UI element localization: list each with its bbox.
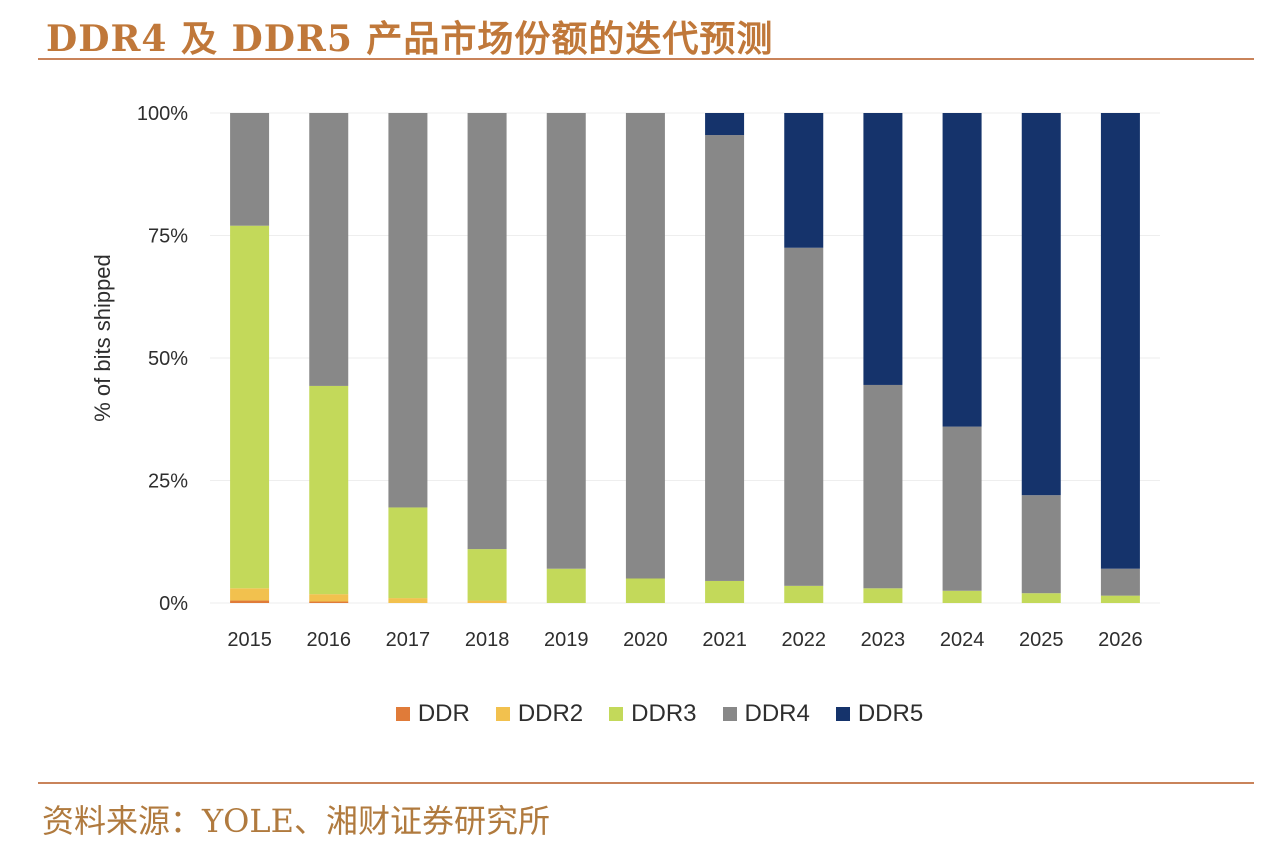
bar-segment-ddr4-2015 bbox=[230, 113, 270, 226]
bar-segment-ddr3-2020 bbox=[625, 578, 665, 603]
legend-label: DDR2 bbox=[517, 700, 584, 727]
legend-swatch bbox=[495, 707, 510, 721]
x-tick-label: 2018 bbox=[465, 629, 510, 651]
x-tick-label: 2015 bbox=[227, 629, 272, 651]
bar-segment-ddr4-2022 bbox=[784, 247, 824, 586]
footer-divider bbox=[38, 782, 1254, 784]
title-divider bbox=[38, 58, 1254, 60]
bar-segment-ddr5-2025 bbox=[1021, 113, 1061, 496]
legend-label: DDR4 bbox=[744, 700, 810, 727]
bar-segment-ddr3-2019 bbox=[546, 568, 586, 603]
bar-segment-ddr3-2024 bbox=[942, 590, 982, 603]
chart-title: DDR4 及 DDR5 产品市场份额的迭代预测 bbox=[46, 18, 774, 60]
x-tick-label: 2021 bbox=[702, 629, 747, 651]
bar-segment-ddr4-2019 bbox=[546, 113, 586, 569]
bar-segment-ddr5-2023 bbox=[863, 113, 903, 385]
bar-segment-ddr3-2015 bbox=[230, 225, 270, 589]
x-tick-label: 2023 bbox=[861, 629, 906, 651]
bar-segment-ddr4-2021 bbox=[705, 135, 745, 581]
legend-item-ddr3: DDR3 bbox=[609, 700, 697, 728]
bar-segment-ddr4-2023 bbox=[863, 384, 903, 589]
x-tick-label: 2020 bbox=[623, 629, 668, 651]
bar-segment-ddr4-2026 bbox=[1100, 568, 1140, 596]
legend-item-ddr2: DDR2 bbox=[495, 700, 584, 728]
y-tick-label: 100% bbox=[137, 103, 188, 125]
x-tick-label: 2022 bbox=[782, 629, 827, 651]
x-tick-label: 2025 bbox=[1019, 629, 1064, 651]
legend-label: DDR bbox=[417, 700, 470, 727]
bar-segment-ddr3-2026 bbox=[1100, 595, 1140, 603]
legend-swatch bbox=[722, 707, 737, 721]
legend-label: DDR5 bbox=[857, 700, 924, 727]
bar-segment-ddr3-2016 bbox=[309, 385, 349, 595]
x-tick-label: 2019 bbox=[544, 629, 589, 651]
x-tick-label: 2024 bbox=[940, 629, 985, 651]
bar-segment-ddr4-2018 bbox=[467, 113, 507, 550]
x-tick-label: 2016 bbox=[307, 629, 352, 651]
y-tick-label: 25% bbox=[148, 471, 188, 493]
bar-segment-ddr3-2018 bbox=[467, 549, 507, 601]
y-tick-label: 75% bbox=[148, 226, 188, 248]
bar-segment-ddr3-2025 bbox=[1021, 593, 1061, 603]
y-tick-label: 0% bbox=[159, 593, 188, 615]
legend-swatch bbox=[835, 707, 850, 721]
legend-swatch bbox=[609, 707, 624, 721]
bar-segment-ddr5-2021 bbox=[705, 113, 745, 136]
bar-segment-ddr3-2023 bbox=[863, 588, 903, 603]
source-note: 资料来源：YOLE、湘财证券研究所 bbox=[42, 802, 550, 840]
bar-segment-ddr5-2022 bbox=[784, 113, 824, 248]
stacked-bar-chart: 0% 25% 50% 75% 100% % of bits shipped 2015 2016… bbox=[90, 103, 1160, 651]
bar-segment-ddr4-2024 bbox=[942, 426, 982, 591]
chart-legend: DDR DDR2 DDR3 DDR4 DDR5 bbox=[0, 700, 1269, 728]
bar-segment-ddr-2015 bbox=[230, 600, 270, 603]
legend-swatch bbox=[395, 707, 410, 721]
legend-item-ddr5: DDR5 bbox=[835, 700, 924, 728]
legend-label: DDR3 bbox=[631, 700, 697, 727]
y-tick-label: 50% bbox=[148, 348, 188, 370]
bar-segment-ddr2-2015 bbox=[230, 588, 270, 601]
bar-segment-ddr2-2017 bbox=[388, 598, 428, 603]
bar-segment-ddr4-2017 bbox=[388, 113, 428, 508]
bar-segment-ddr5-2026 bbox=[1100, 113, 1140, 569]
bar-segment-ddr-2016 bbox=[309, 601, 349, 603]
bar-segment-ddr3-2017 bbox=[388, 507, 428, 599]
legend-item-ddr: DDR bbox=[395, 700, 470, 728]
x-tick-label: 2017 bbox=[386, 629, 431, 651]
bar-segment-ddr2-2016 bbox=[309, 594, 349, 602]
bar-segment-ddr2-2018 bbox=[467, 600, 507, 603]
bar-segment-ddr4-2016 bbox=[309, 113, 349, 386]
bar-segment-ddr4-2025 bbox=[1021, 495, 1061, 594]
bar-segment-ddr3-2022 bbox=[784, 585, 824, 603]
x-tick-label: 2026 bbox=[1098, 629, 1143, 651]
bar-segment-ddr3-2021 bbox=[705, 580, 745, 603]
bar-segment-ddr5-2024 bbox=[942, 113, 982, 427]
bar-segment-ddr4-2020 bbox=[625, 113, 665, 579]
legend-item-ddr4: DDR4 bbox=[722, 700, 810, 728]
y-axis-title: % of bits shipped bbox=[90, 254, 115, 422]
